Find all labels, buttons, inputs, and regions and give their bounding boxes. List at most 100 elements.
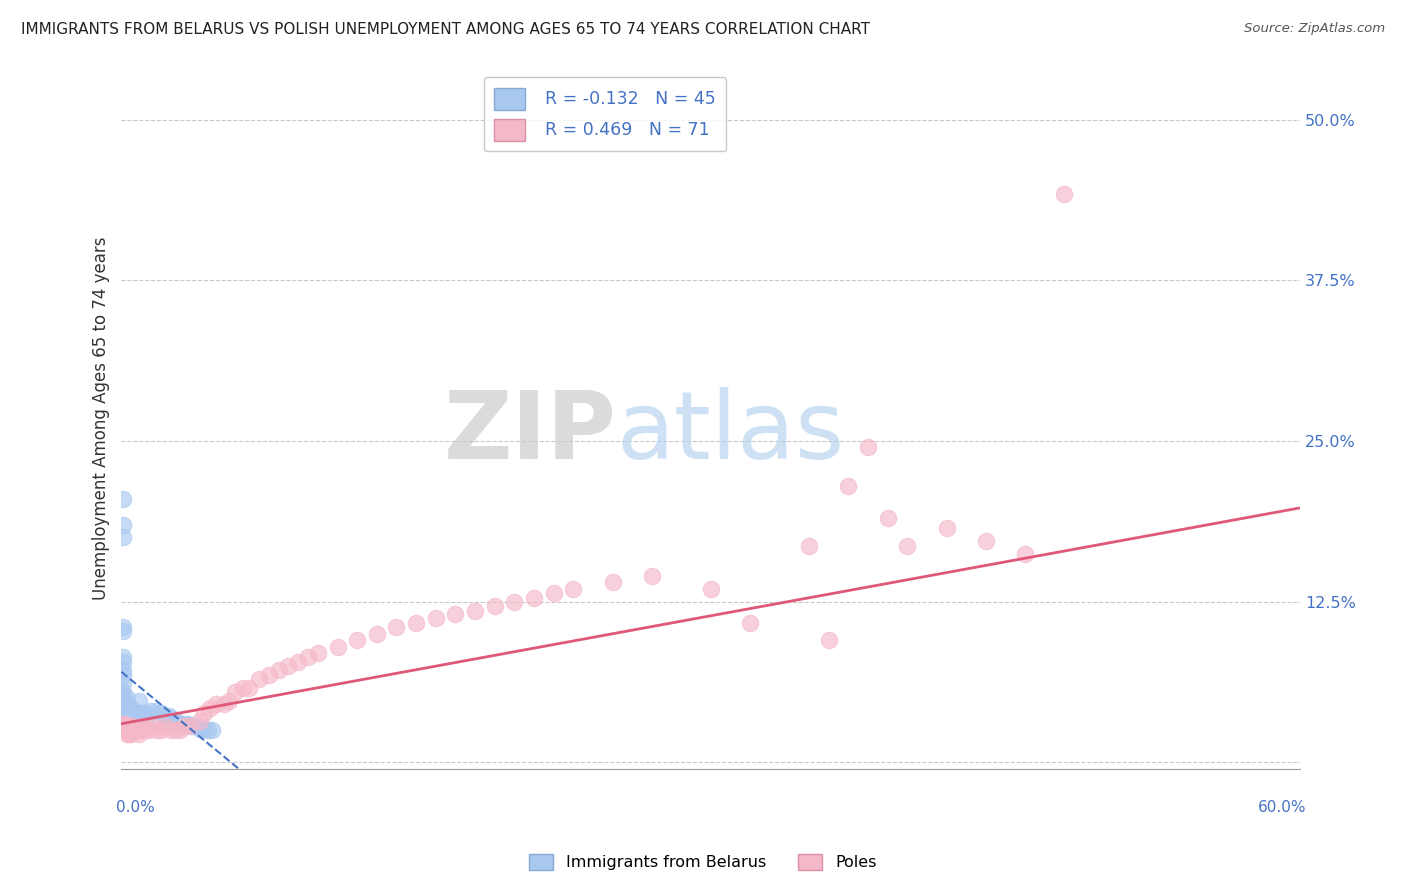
Point xyxy=(112,675,135,690)
Point xyxy=(204,698,226,712)
Point xyxy=(118,723,141,738)
Legend: Immigrants from Belarus, Poles: Immigrants from Belarus, Poles xyxy=(523,847,883,877)
Point xyxy=(238,681,260,695)
Point xyxy=(112,698,135,712)
Point xyxy=(112,706,135,721)
Point xyxy=(232,681,254,695)
Point xyxy=(159,723,181,738)
Point xyxy=(112,624,135,639)
Point xyxy=(114,723,136,738)
Point xyxy=(112,530,135,544)
Point xyxy=(122,706,145,721)
Point xyxy=(856,441,879,455)
Point xyxy=(118,701,141,715)
Point xyxy=(169,716,191,731)
Point xyxy=(198,701,221,715)
Point xyxy=(837,479,859,493)
Point xyxy=(127,723,149,738)
Point xyxy=(1014,547,1036,561)
Point xyxy=(444,607,467,622)
Point xyxy=(112,693,135,707)
Point xyxy=(112,689,135,703)
Point xyxy=(129,723,152,738)
Point xyxy=(179,719,201,733)
Point xyxy=(134,706,156,721)
Point xyxy=(218,693,240,707)
Point xyxy=(112,491,135,506)
Point xyxy=(523,591,546,605)
Point xyxy=(146,704,169,718)
Point xyxy=(165,723,187,738)
Point xyxy=(188,722,211,736)
Point xyxy=(201,723,224,738)
Point xyxy=(1053,187,1076,202)
Point xyxy=(181,719,204,733)
Point xyxy=(326,640,349,654)
Point xyxy=(117,727,139,741)
Point xyxy=(120,727,142,741)
Point xyxy=(641,569,664,583)
Point xyxy=(149,723,172,738)
Point xyxy=(346,633,368,648)
Point xyxy=(173,716,195,731)
Point xyxy=(128,727,150,741)
Point xyxy=(124,723,146,738)
Point xyxy=(138,723,160,738)
Point xyxy=(247,672,270,686)
Point xyxy=(169,723,191,738)
Point xyxy=(162,712,184,726)
Point xyxy=(464,604,486,618)
Point xyxy=(602,575,624,590)
Point xyxy=(122,719,145,733)
Point xyxy=(112,704,135,718)
Point xyxy=(193,706,215,721)
Text: IMMIGRANTS FROM BELARUS VS POLISH UNEMPLOYMENT AMONG AGES 65 TO 74 YEARS CORRELA: IMMIGRANTS FROM BELARUS VS POLISH UNEMPL… xyxy=(21,22,870,37)
Text: 60.0%: 60.0% xyxy=(1257,800,1306,815)
Point xyxy=(193,722,215,736)
Point xyxy=(267,663,290,677)
Point xyxy=(307,646,329,660)
Point xyxy=(120,719,142,733)
Point xyxy=(543,585,565,599)
Point xyxy=(287,655,309,669)
Point xyxy=(405,616,427,631)
Point xyxy=(112,709,135,723)
Point xyxy=(484,599,506,613)
Point xyxy=(128,693,150,707)
Point xyxy=(425,611,447,625)
Point xyxy=(129,706,152,721)
Point xyxy=(112,620,135,634)
Point xyxy=(112,663,135,677)
Point xyxy=(112,684,135,698)
Point xyxy=(797,540,820,554)
Text: Source: ZipAtlas.com: Source: ZipAtlas.com xyxy=(1244,22,1385,36)
Point xyxy=(153,709,176,723)
Point xyxy=(117,691,139,706)
Point xyxy=(118,727,141,741)
Point xyxy=(112,649,135,664)
Point xyxy=(935,521,957,535)
Point xyxy=(157,709,180,723)
Text: ZIP: ZIP xyxy=(444,386,616,479)
Point xyxy=(124,710,146,724)
Point xyxy=(188,714,211,728)
Point xyxy=(297,649,319,664)
Point xyxy=(153,719,176,733)
Point xyxy=(177,716,200,731)
Point xyxy=(132,719,155,733)
Point xyxy=(385,620,408,634)
Point xyxy=(277,659,299,673)
Point xyxy=(149,706,172,721)
Point xyxy=(503,594,526,608)
Point xyxy=(112,719,135,733)
Point xyxy=(112,723,135,738)
Point xyxy=(974,534,997,549)
Point xyxy=(112,712,135,726)
Point xyxy=(112,701,135,715)
Point xyxy=(134,723,156,738)
Point xyxy=(366,626,388,640)
Point xyxy=(142,719,165,733)
Point xyxy=(136,709,159,723)
Text: atlas: atlas xyxy=(616,386,845,479)
Legend:   R = -0.132   N = 45,   R = 0.469   N = 71: R = -0.132 N = 45, R = 0.469 N = 71 xyxy=(484,78,727,152)
